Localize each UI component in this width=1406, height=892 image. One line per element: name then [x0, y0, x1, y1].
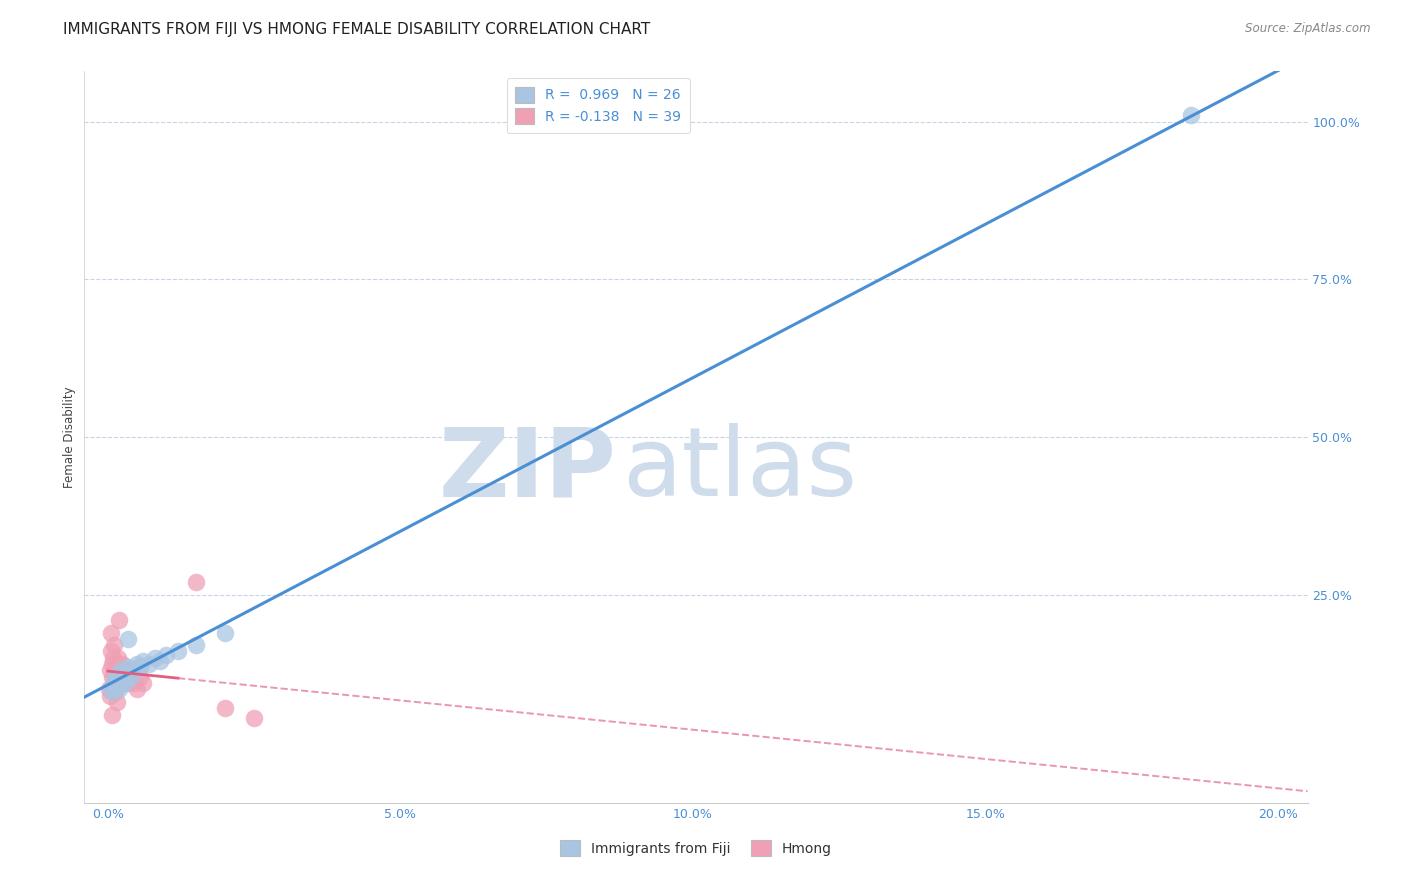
Legend: Immigrants from Fiji, Hmong: Immigrants from Fiji, Hmong	[555, 835, 837, 862]
Point	[107, 673, 129, 687]
Point	[117, 660, 139, 674]
Point	[120, 664, 142, 678]
Point	[101, 650, 124, 665]
Point	[111, 664, 134, 678]
Point	[108, 670, 131, 684]
Point	[108, 664, 131, 678]
Point	[100, 625, 122, 640]
Point	[110, 670, 132, 684]
Point	[110, 664, 132, 678]
Point	[108, 676, 131, 690]
Point	[125, 657, 148, 671]
Point	[138, 657, 160, 671]
Point	[105, 657, 128, 671]
Point	[167, 644, 190, 658]
Point	[104, 670, 127, 684]
Point	[120, 670, 142, 684]
Point	[104, 682, 127, 697]
Point	[129, 660, 152, 674]
Point	[103, 676, 125, 690]
Point	[155, 648, 177, 662]
Point	[117, 632, 139, 646]
Point	[114, 664, 136, 678]
Point	[103, 638, 125, 652]
Y-axis label: Female Disability: Female Disability	[63, 386, 76, 488]
Text: Source: ZipAtlas.com: Source: ZipAtlas.com	[1246, 22, 1371, 36]
Text: ZIP: ZIP	[439, 424, 616, 516]
Point	[105, 670, 128, 684]
Point	[101, 657, 124, 671]
Point	[100, 682, 122, 697]
Point	[101, 685, 124, 699]
Point	[129, 670, 152, 684]
Point	[149, 654, 172, 668]
Point	[98, 689, 121, 703]
Point	[112, 670, 135, 684]
Point	[103, 676, 125, 690]
Point	[110, 664, 132, 678]
Point	[214, 625, 236, 640]
Point	[104, 664, 127, 678]
Point	[111, 657, 134, 671]
Point	[107, 650, 129, 665]
Point	[184, 575, 207, 590]
Point	[114, 676, 136, 690]
Point	[105, 695, 128, 709]
Point	[100, 644, 122, 658]
Text: IMMIGRANTS FROM FIJI VS HMONG FEMALE DISABILITY CORRELATION CHART: IMMIGRANTS FROM FIJI VS HMONG FEMALE DIS…	[63, 22, 651, 37]
Point	[143, 650, 166, 665]
Point	[101, 707, 124, 722]
Point	[108, 682, 131, 697]
Point	[104, 685, 127, 699]
Point	[132, 676, 155, 690]
Point	[122, 664, 145, 678]
Point	[98, 664, 121, 678]
Point	[115, 670, 138, 684]
Point	[108, 613, 131, 627]
Text: atlas: atlas	[623, 424, 858, 516]
Point	[243, 711, 266, 725]
Point	[117, 676, 139, 690]
Point	[107, 664, 129, 678]
Point	[97, 682, 120, 697]
Point	[101, 670, 124, 684]
Point	[132, 654, 155, 668]
Point	[122, 676, 145, 690]
Point	[112, 673, 135, 687]
Point	[105, 679, 128, 693]
Point	[184, 638, 207, 652]
Point	[125, 682, 148, 697]
Point	[111, 666, 134, 681]
Point	[214, 701, 236, 715]
Point	[1180, 108, 1202, 122]
